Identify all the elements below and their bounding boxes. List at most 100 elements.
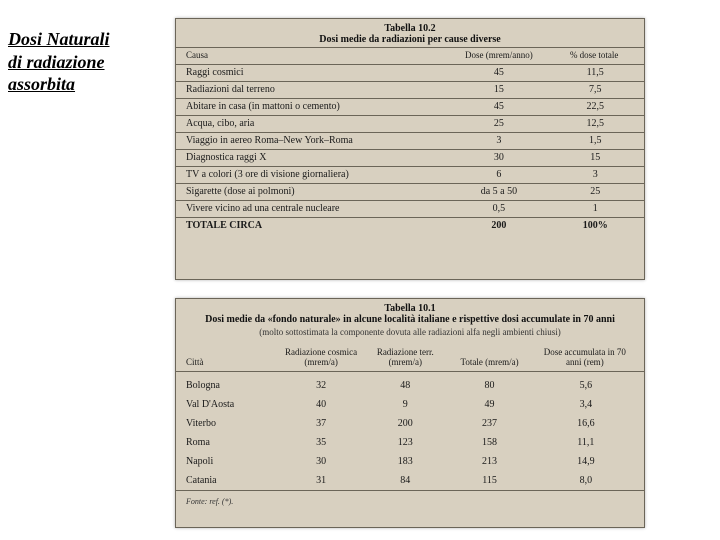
table-cell: 15 [447, 81, 550, 98]
table-cell: 32 [279, 372, 363, 396]
table-cell: 9 [363, 395, 447, 414]
table-row: Diagnostica raggi X3015 [176, 149, 644, 166]
data-table: Causa Dose (mrem/anno) % dose totale Rag… [176, 47, 644, 234]
table-caption: Tabella 10.1 Dosi medie da «fondo natura… [176, 299, 644, 327]
table-cell: 15 [550, 149, 644, 166]
table-cell: Sigarette (dose ai polmoni) [176, 183, 447, 200]
table-cell: 7,5 [550, 81, 644, 98]
table-row: Acqua, cibo, aria2512,5 [176, 115, 644, 132]
table-cell: 11,1 [532, 433, 644, 452]
table-cell: 8,0 [532, 471, 644, 490]
col-header: % dose totale [550, 48, 644, 65]
table-header-row: Città Radiazione cosmica (mrem/a) Radiaz… [176, 345, 644, 371]
title-line: di radiazione [8, 52, 105, 72]
col-header: Causa [176, 48, 447, 65]
table-cell: Bologna [176, 372, 279, 396]
table-row: Raggi cosmici4511,5 [176, 64, 644, 81]
table-cell: 30 [447, 149, 550, 166]
table-row: Roma3512315811,1 [176, 433, 644, 452]
col-header: Città [176, 345, 279, 371]
table-cell: 158 [447, 433, 531, 452]
col-header: Radiazione terr. (mrem/a) [363, 345, 447, 371]
table-cell: 115 [447, 471, 531, 490]
table-cell: 200 [447, 217, 550, 234]
table-cell: 35 [279, 433, 363, 452]
table-cell: 123 [363, 433, 447, 452]
title-line: Dosi Naturali [8, 29, 110, 49]
table-cell: 48 [363, 372, 447, 396]
table-cell: 183 [363, 452, 447, 471]
table-cell: 25 [550, 183, 644, 200]
table-number: Tabella 10.1 [182, 303, 638, 314]
table-cell: 49 [447, 395, 531, 414]
table-cell: 5,6 [532, 372, 644, 396]
table-cell: 1 [550, 200, 644, 217]
table-cell: 40 [279, 395, 363, 414]
table-cell: 1,5 [550, 132, 644, 149]
table-cell: TV a colori (3 ore di visione giornalier… [176, 166, 447, 183]
table-cell: Radiazioni dal terreno [176, 81, 447, 98]
table-cell: 30 [279, 452, 363, 471]
col-header: Totale (mrem/a) [447, 345, 531, 371]
table-cell: Viaggio in aereo Roma–New York–Roma [176, 132, 447, 149]
table-row: Abitare in casa (in mattoni o cemento)45… [176, 98, 644, 115]
table-cell: Raggi cosmici [176, 64, 447, 81]
table-row: Sigarette (dose ai polmoni)da 5 a 5025 [176, 183, 644, 200]
table-cell: 80 [447, 372, 531, 396]
table-cell: Roma [176, 433, 279, 452]
table-cell: 6 [447, 166, 550, 183]
col-header: Dose (mrem/anno) [447, 48, 550, 65]
table-cell: Viterbo [176, 414, 279, 433]
table-row: Val D'Aosta409493,4 [176, 395, 644, 414]
table-cell: 11,5 [550, 64, 644, 81]
col-header: Dose accumulata in 70 anni (rem) [532, 345, 644, 371]
table-cell: 3 [550, 166, 644, 183]
table-cell: TOTALE CIRCA [176, 217, 447, 234]
table-total-row: TOTALE CIRCA200100% [176, 217, 644, 234]
table-cell: Acqua, cibo, aria [176, 115, 447, 132]
table-cell: 200 [363, 414, 447, 433]
table-cell: 0,5 [447, 200, 550, 217]
table-cell: Diagnostica raggi X [176, 149, 447, 166]
title-line: assorbita [8, 74, 75, 94]
table-cell: Abitare in casa (in mattoni o cemento) [176, 98, 447, 115]
col-header: Radiazione cosmica (mrem/a) [279, 345, 363, 371]
table-cell: 213 [447, 452, 531, 471]
data-table: Città Radiazione cosmica (mrem/a) Radiaz… [176, 345, 644, 490]
table-row: Catania31841158,0 [176, 471, 644, 490]
table-cell: 14,9 [532, 452, 644, 471]
table-subtitle: (molto sottostimata la componente dovuta… [176, 327, 644, 341]
table-cell: 25 [447, 115, 550, 132]
table-cell: 12,5 [550, 115, 644, 132]
table-number: Tabella 10.2 [182, 23, 638, 34]
table-row: Napoli3018321314,9 [176, 452, 644, 471]
table-cell: 16,6 [532, 414, 644, 433]
table-footnote: Fonte: ref. (*). [176, 490, 644, 510]
table-10-2: Tabella 10.2 Dosi medie da radiazioni pe… [175, 18, 645, 280]
table-cell: 22,5 [550, 98, 644, 115]
table-row: Viterbo3720023716,6 [176, 414, 644, 433]
table-10-1: Tabella 10.1 Dosi medie da «fondo natura… [175, 298, 645, 528]
table-row: Vivere vicino ad una centrale nucleare0,… [176, 200, 644, 217]
table-cell: 45 [447, 64, 550, 81]
table-cell: 31 [279, 471, 363, 490]
table-cell: 237 [447, 414, 531, 433]
table-row: Viaggio in aereo Roma–New York–Roma31,5 [176, 132, 644, 149]
table-title: Dosi medie da «fondo naturale» in alcune… [182, 314, 638, 325]
page-title: Dosi Naturali di radiazione assorbita [8, 28, 148, 96]
table-cell: Catania [176, 471, 279, 490]
table-cell: 37 [279, 414, 363, 433]
table-cell: Vivere vicino ad una centrale nucleare [176, 200, 447, 217]
table-caption: Tabella 10.2 Dosi medie da radiazioni pe… [176, 19, 644, 47]
table-header-row: Causa Dose (mrem/anno) % dose totale [176, 48, 644, 65]
table-cell: Napoli [176, 452, 279, 471]
table-cell: da 5 a 50 [447, 183, 550, 200]
table-cell: Val D'Aosta [176, 395, 279, 414]
table-cell: 3 [447, 132, 550, 149]
table-cell: 45 [447, 98, 550, 115]
table-cell: 100% [550, 217, 644, 234]
table-cell: 84 [363, 471, 447, 490]
table-title: Dosi medie da radiazioni per cause diver… [182, 34, 638, 45]
table-row: Radiazioni dal terreno157,5 [176, 81, 644, 98]
table-row: Bologna3248805,6 [176, 372, 644, 396]
